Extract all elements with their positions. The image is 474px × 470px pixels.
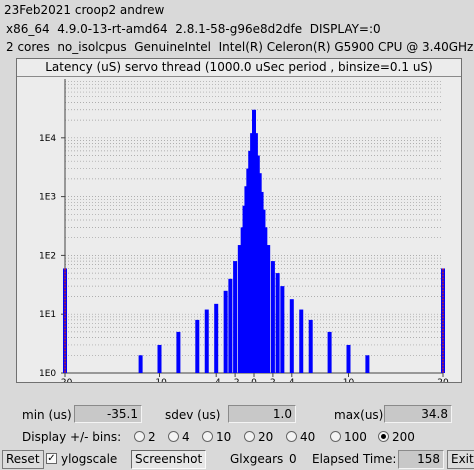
histogram-bar xyxy=(270,261,275,373)
bins-radio-2[interactable]: 2 xyxy=(134,430,156,444)
bins-radio-100[interactable]: 100 xyxy=(330,430,367,444)
radio-indicator xyxy=(244,431,255,442)
bins-radio-40[interactable]: 40 xyxy=(286,430,315,444)
glxgears-value: 0 xyxy=(289,452,297,466)
sdev-label: sdev (us) xyxy=(165,408,221,422)
radio-indicator xyxy=(330,431,341,442)
histogram-bar xyxy=(308,319,313,373)
max-label: max(us) xyxy=(334,408,384,422)
min-label: min (us) xyxy=(22,408,72,422)
min-value: -35.1 xyxy=(74,405,142,423)
x-tick-label: 0 xyxy=(251,378,257,382)
y-tick-label: 1E0 xyxy=(39,369,56,379)
histogram-bar xyxy=(233,261,238,373)
header-kernel-info: x86_64 4.9.0-13-rt-amd64 2.8.1-58-g96e8d… xyxy=(6,22,381,36)
histogram-bar xyxy=(214,303,219,373)
histogram-bar xyxy=(204,309,209,373)
radio-indicator xyxy=(286,431,297,442)
histogram-bar xyxy=(157,344,162,373)
histogram-bar xyxy=(289,299,294,373)
radio-indicator xyxy=(168,431,179,442)
bins-radio-20[interactable]: 20 xyxy=(244,430,273,444)
y-tick-label: 1E1 xyxy=(39,310,56,320)
bins-radio-4[interactable]: 4 xyxy=(168,430,190,444)
bins-radio-10[interactable]: 10 xyxy=(202,430,231,444)
histogram-bar xyxy=(228,278,233,373)
elapsed-time-label: Elapsed Time: xyxy=(312,452,397,466)
screenshot-button[interactable]: Screenshot xyxy=(131,450,207,469)
x-tick-label: 2 xyxy=(270,378,276,382)
histogram-bar xyxy=(275,273,280,373)
x-tick-label: -20 xyxy=(58,378,73,382)
histogram-bar xyxy=(263,227,268,373)
ylogscale-checkbox[interactable]: ✓ xyxy=(46,453,57,464)
histogram-bar xyxy=(280,286,285,373)
glxgears-label: Glxgears xyxy=(230,452,284,466)
x-tick-label: -10 xyxy=(152,378,167,382)
header-cpu-info: 2 cores no_isolcpus GenuineIntel Intel(R… xyxy=(6,40,474,54)
bins-label: Display +/- bins: xyxy=(22,430,122,444)
x-tick-label: -4 xyxy=(212,378,221,382)
bins-radio-200[interactable]: 200 xyxy=(378,430,415,444)
bottom-toolbar: Reset ✓ ylogscale Screenshot Glxgears 0 … xyxy=(0,450,474,470)
x-tick-label: 4 xyxy=(289,378,295,382)
radio-indicator xyxy=(378,431,389,442)
sdev-value: 1.0 xyxy=(228,405,296,423)
ylogscale-label: ylogscale xyxy=(61,452,118,466)
histogram-bar xyxy=(195,319,200,373)
histogram-bar xyxy=(223,290,228,373)
y-tick-label: 1E4 xyxy=(39,134,56,144)
x-tick-label: -2 xyxy=(231,378,240,382)
elapsed-time-value: 158 xyxy=(398,450,444,469)
radio-indicator xyxy=(134,431,145,442)
histogram-bar xyxy=(176,331,181,373)
y-tick-label: 1E3 xyxy=(39,193,56,203)
chart-title: Latency (uS) servo thread (1000.0 uSec p… xyxy=(17,59,461,77)
histogram-bar xyxy=(237,245,242,373)
histogram-bar xyxy=(365,355,370,373)
histogram-bar xyxy=(346,344,351,373)
x-tick-label: 10 xyxy=(343,378,355,382)
histogram-bar xyxy=(138,355,143,373)
radio-indicator xyxy=(202,431,213,442)
header-date-host: 23Feb2021 croop2 andrew xyxy=(4,3,165,17)
y-tick-label: 1E2 xyxy=(39,251,56,261)
exit-button[interactable]: Exit xyxy=(447,450,474,469)
x-tick-label: 20 xyxy=(437,378,449,382)
histogram-bar xyxy=(266,245,271,373)
max-value: 34.8 xyxy=(384,405,452,423)
histogram-bar xyxy=(299,309,304,373)
histogram-bar xyxy=(327,331,332,373)
reset-button[interactable]: Reset xyxy=(2,450,44,469)
